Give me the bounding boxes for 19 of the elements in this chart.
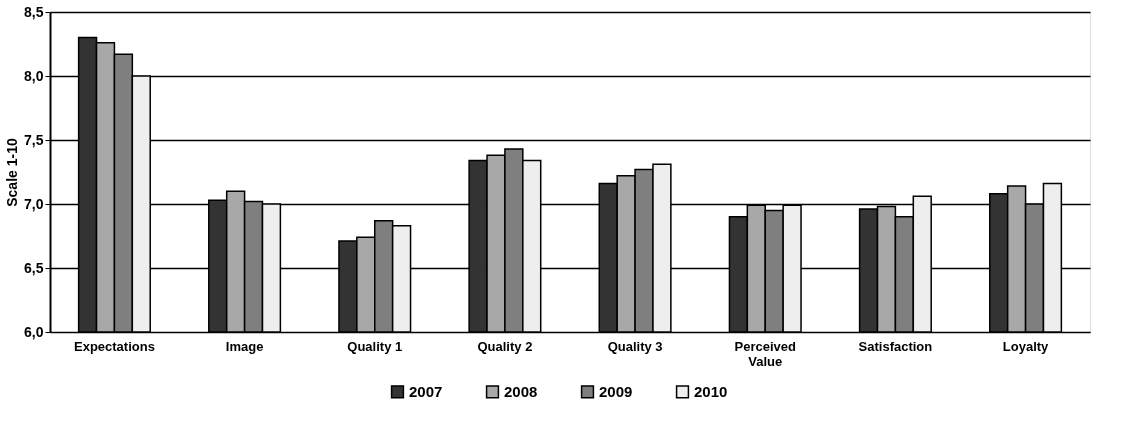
legend-label: 2007 xyxy=(409,382,443,400)
x-tick-label: Quality 3 xyxy=(607,338,663,354)
x-tick-label: Loyalty xyxy=(1002,338,1050,354)
x-tick-label: Satisfaction xyxy=(858,338,933,354)
x-tick-label: Quality 2 xyxy=(477,338,533,354)
x-tick-label: Quality 1 xyxy=(347,338,403,354)
x-tick-label: Perceived Value xyxy=(734,338,797,369)
x-tick-label: Image xyxy=(225,338,264,354)
y-tick-label: 8,0 xyxy=(24,67,44,84)
y-tick-label: 7,0 xyxy=(24,195,44,212)
y-axis-title: Scale 1-10 xyxy=(4,138,21,207)
y-tick-label: 8,5 xyxy=(24,3,44,20)
y-tick-label: 7,5 xyxy=(24,131,44,148)
x-tick-label: Expectations xyxy=(73,338,155,354)
legend-label: 2009 xyxy=(599,382,633,400)
legend-label: 2010 xyxy=(694,382,728,400)
legend-label: 2008 xyxy=(504,382,538,400)
y-tick-label: 6,5 xyxy=(24,259,44,276)
y-tick-label: 6,0 xyxy=(24,323,44,340)
